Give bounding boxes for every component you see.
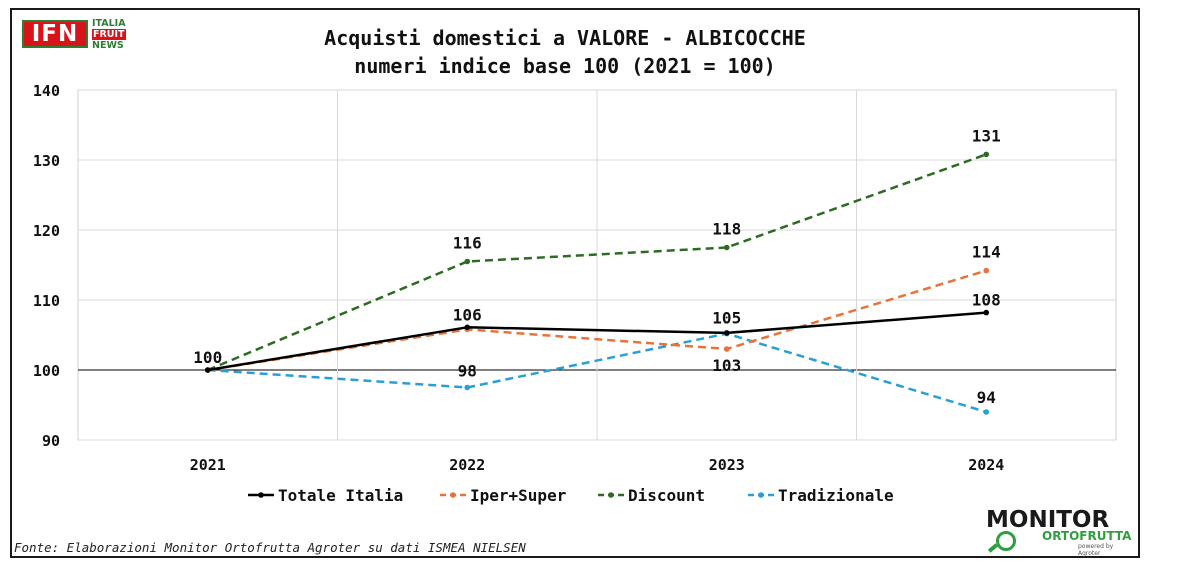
series-tradizionale-point [983, 409, 990, 415]
legend-label: Totale Italia [278, 486, 403, 505]
series-iper-super-point [723, 346, 730, 352]
ifn-logo: IFN ITALIA FRUIT NEWS [22, 18, 136, 52]
ifn-logo-mark: IFN [22, 20, 88, 48]
x-tick-label: 2024 [968, 456, 1004, 474]
legend-item-discount[interactable]: Discount [598, 486, 705, 505]
data-labels: 100 106 108 103 114 116 118 131 98 105 94 [193, 126, 1000, 407]
source-note: Fonte: Elaborazioni Monitor Ortofrutta A… [14, 540, 526, 555]
series-discount-point [464, 258, 471, 265]
monitor-logo-powered: powered by Agroter [1078, 543, 1114, 557]
legend-marker [608, 492, 614, 498]
data-label: 118 [712, 220, 741, 239]
legend-marker [450, 492, 456, 498]
legend-label: Iper+Super [470, 486, 566, 505]
data-label: 94 [977, 388, 996, 407]
series-totale-italia-point [983, 309, 990, 316]
series-totale-italia-line [207, 311, 987, 372]
data-label: 114 [972, 243, 1001, 262]
chart-title: Acquisti domestici a VALORE - ALBICOCCHE [324, 26, 806, 50]
grid [77, 89, 1117, 441]
series-discount-point [723, 244, 730, 251]
ifn-logo-line: FRUIT [92, 29, 126, 40]
legend-label: Tradizionale [778, 486, 894, 505]
magnifier-icon [996, 531, 1016, 551]
monitor-logo-sub: ORTOFRUTTA [1042, 529, 1132, 543]
y-tick-label: 140 [33, 82, 60, 100]
monitor-ortofrutta-logo: MONITOR ORTOFRUTTA powered by Agroter [986, 507, 1136, 557]
legend-marker [758, 492, 764, 498]
series-tradizionale-point [464, 384, 471, 391]
data-label: 106 [453, 305, 482, 324]
data-label: 116 [453, 234, 482, 253]
ifn-logo-line: NEWS [92, 40, 124, 51]
legend-label: Discount [628, 486, 705, 505]
magnifier-handle-icon [987, 543, 999, 553]
series-discount-line [207, 153, 987, 372]
x-tick-label: 2023 [709, 456, 745, 474]
y-tick-label: 110 [33, 292, 60, 310]
legend-item-tradizionale[interactable]: Tradizionale [748, 486, 894, 505]
y-axis: 90 100 110 120 130 140 [33, 82, 60, 450]
chart-frame [10, 8, 1140, 558]
data-label: 131 [972, 126, 1001, 145]
legend[interactable]: Totale Italia Iper+Super Discount Tradizion… [248, 486, 894, 505]
x-tick-label: 2022 [449, 456, 485, 474]
y-tick-label: 90 [42, 432, 60, 450]
legend-marker [258, 492, 264, 498]
ifn-logo-text: ITALIA FRUIT NEWS [92, 18, 126, 51]
series-iper-super-point [983, 267, 990, 274]
data-label: 100 [193, 348, 222, 367]
y-tick-label: 130 [33, 152, 60, 170]
series-tradizionale-line [207, 332, 987, 414]
y-tick-label: 100 [33, 362, 60, 380]
legend-item-iper-super[interactable]: Iper+Super [440, 486, 566, 505]
chart-subtitle: numeri indice base 100 (2021 = 100) [354, 54, 775, 78]
series-layer [204, 151, 990, 415]
ifn-logo-line: ITALIA [92, 18, 126, 29]
x-axis: 2021 2022 2023 2024 [190, 456, 1005, 474]
data-label: 103 [712, 356, 741, 375]
data-label: 108 [972, 291, 1001, 310]
legend-item-totale-italia[interactable]: Totale Italia [248, 486, 403, 505]
series-totale-italia-point [204, 367, 211, 373]
series-discount-point [983, 151, 990, 158]
series-totale-italia-point [464, 324, 471, 331]
data-label: 98 [458, 362, 477, 381]
monitor-logo-word: MONITOR [986, 507, 1110, 533]
x-tick-label: 2021 [190, 456, 226, 474]
y-tick-label: 120 [33, 222, 60, 240]
series-totale-italia-point [723, 330, 730, 336]
data-label: 105 [712, 309, 741, 328]
